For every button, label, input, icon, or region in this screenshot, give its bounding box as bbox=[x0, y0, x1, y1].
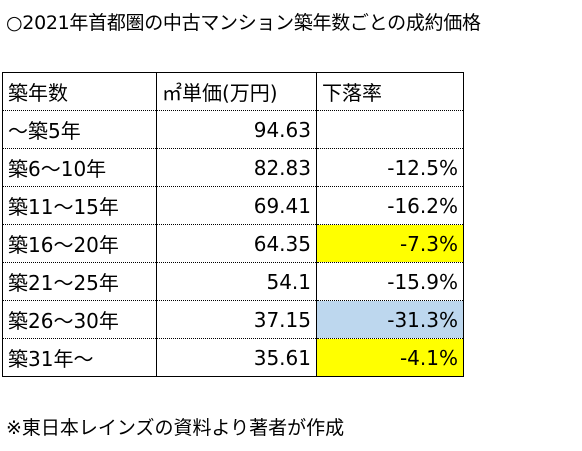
price-cell: 69.41 bbox=[156, 186, 317, 225]
price-cell: 64.35 bbox=[156, 224, 317, 263]
change-cell: -15.9% bbox=[316, 262, 464, 301]
price-cell: 82.83 bbox=[156, 148, 317, 187]
table-row: 築31年～ 35.61 -4.1% bbox=[2, 338, 464, 377]
price-cell: 35.61 bbox=[156, 338, 317, 377]
header-price: ㎡単価(万円) bbox=[156, 72, 317, 111]
table-row: 築21～25年 54.1 -15.9% bbox=[2, 262, 464, 301]
change-cell: -31.3% bbox=[316, 300, 464, 339]
source-note: ※東日本レインズの資料より著者が作成 bbox=[6, 417, 345, 439]
table-row: 築26～30年 37.15 -31.3% bbox=[2, 300, 464, 339]
change-cell: -16.2% bbox=[316, 186, 464, 225]
table-row: 築6～10年 82.83 -12.5% bbox=[2, 148, 464, 187]
age-cell: 築6～10年 bbox=[2, 148, 157, 187]
price-table: 築年数 ㎡単価(万円) 下落率 ～築5年 94.63 築6～10年 82.83 … bbox=[2, 72, 464, 377]
table-row: ～築5年 94.63 bbox=[2, 110, 464, 149]
age-cell: ～築5年 bbox=[2, 110, 157, 149]
header-change: 下落率 bbox=[316, 72, 464, 111]
age-cell: 築16～20年 bbox=[2, 224, 157, 263]
age-cell: 築11～15年 bbox=[2, 186, 157, 225]
table-row: 築11～15年 69.41 -16.2% bbox=[2, 186, 464, 225]
age-cell: 築26～30年 bbox=[2, 300, 157, 339]
price-cell: 54.1 bbox=[156, 262, 317, 301]
price-cell: 94.63 bbox=[156, 110, 317, 149]
change-cell: -12.5% bbox=[316, 148, 464, 187]
change-cell: -7.3% bbox=[316, 224, 464, 263]
page-title: ○2021年首都圏の中古マンション築年数ごとの成約価格 bbox=[6, 12, 481, 34]
table-header-row: 築年数 ㎡単価(万円) 下落率 bbox=[2, 72, 464, 111]
price-cell: 37.15 bbox=[156, 300, 317, 339]
table-row: 築16～20年 64.35 -7.3% bbox=[2, 224, 464, 263]
change-cell bbox=[316, 110, 464, 149]
age-cell: 築21～25年 bbox=[2, 262, 157, 301]
header-age: 築年数 bbox=[2, 72, 157, 111]
change-cell: -4.1% bbox=[316, 338, 464, 377]
age-cell: 築31年～ bbox=[2, 338, 157, 377]
